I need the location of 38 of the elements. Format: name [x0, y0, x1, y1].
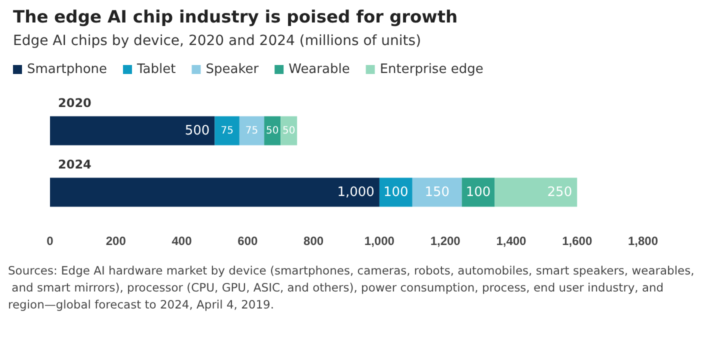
x-tick-label: 400	[172, 234, 192, 248]
legend-label: Tablet	[136, 62, 176, 77]
x-tick-label: 600	[238, 234, 258, 248]
bar	[280, 116, 298, 146]
data-label: 150	[424, 184, 450, 200]
data-label: 50	[266, 125, 279, 136]
legend-label: Smartphone	[27, 62, 108, 77]
bar	[239, 116, 264, 146]
x-tick-label: 0	[46, 234, 54, 248]
x-tick-label: 1,200	[430, 234, 461, 248]
x-tick-label: 1,800	[628, 234, 658, 248]
data-label: 250	[547, 184, 572, 200]
data-label: 100	[384, 184, 408, 200]
bar	[412, 178, 462, 207]
legend-label: Enterprise edge	[380, 62, 484, 77]
legend-label: Speaker	[206, 62, 260, 77]
bar	[214, 116, 240, 146]
y-tick-label: 2020	[58, 96, 92, 110]
x-tick-label: 1,400	[496, 234, 527, 248]
x-tick-label: 1,000	[364, 234, 395, 248]
bar	[494, 178, 578, 207]
x-tick-label: 200	[106, 234, 126, 248]
source-note: Sources: Edge AI hardware market by device (smartphones, cameras, robots, automobiles, smart speakers, wearables, and smart mirrors), processor (CPU, GPU, ASIC, and others), power consumption, process, end user industry, and region—global forecast to 2024, April 4, 2019.	[8, 264, 694, 312]
x-tick-label: 800	[304, 234, 324, 248]
chart-subtitle: Edge AI chips by device, 2020 and 2024 (millions of units)	[13, 33, 422, 49]
chart-title: The edge AI chip industry is poised for growth	[13, 8, 458, 28]
bar	[264, 116, 281, 146]
bar	[50, 116, 215, 146]
data-label: 50	[282, 125, 296, 136]
data-label: 100	[466, 184, 491, 200]
data-label: 75	[245, 125, 258, 136]
data-label: 500	[184, 123, 210, 138]
legend-label: Wearable	[288, 62, 350, 77]
y-tick-label: 2024	[58, 157, 92, 172]
data-label: 1,000	[337, 184, 374, 200]
x-tick-label: 1,600	[562, 234, 592, 248]
bar	[50, 178, 380, 207]
data-label: 75	[220, 125, 234, 136]
